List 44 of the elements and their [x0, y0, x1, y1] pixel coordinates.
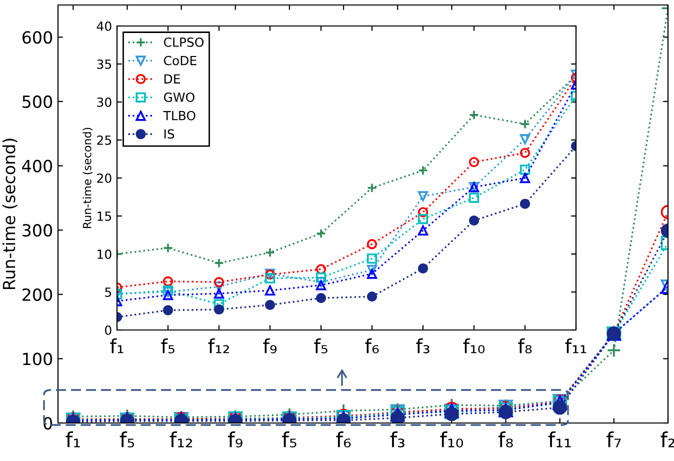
x-tick-label: f₁	[110, 338, 124, 354]
legend-label: CLPSO	[164, 37, 204, 47]
y-axis-title: Run-time (second)	[82, 128, 93, 228]
y-tick-label: 30	[97, 97, 112, 107]
x-tick-label: f₅	[161, 338, 174, 354]
y-tick-label: 20	[97, 173, 112, 183]
x-tick-label: f₁₁	[548, 431, 571, 448]
y-tick-label: 5	[105, 288, 112, 297]
y-tick-label: 25	[97, 135, 112, 145]
x-tick-label: f₃	[416, 338, 430, 354]
legend-label: IS	[164, 129, 174, 139]
x-tick-label: f₅	[314, 338, 328, 354]
legend-label: CoDE	[164, 56, 196, 66]
x-tick-label: f₁	[66, 431, 80, 448]
x-tick-label: f₃	[390, 431, 404, 448]
x-tick-label: f₁₂	[208, 338, 229, 354]
y-tick-label: 200	[22, 288, 52, 301]
y-tick-label: 35	[97, 59, 112, 69]
x-tick-label: f₈	[518, 338, 532, 354]
x-tick-label: f₅	[120, 431, 134, 448]
y-tick-label: 400	[22, 160, 52, 172]
y-tick-label: 500	[22, 95, 52, 108]
x-tick-label: f₁₂	[170, 431, 192, 448]
legend-label: DE	[164, 74, 180, 84]
y-tick-label: 300	[22, 224, 52, 237]
x-tick-label: f₅	[282, 431, 296, 448]
x-tick-label: f₆	[365, 338, 379, 354]
x-tick-label: f₁₀	[440, 431, 463, 448]
x-tick-label: f₁₁	[565, 338, 586, 354]
legend-label: GWO	[164, 92, 194, 102]
y-tick-label: 10	[98, 249, 112, 259]
x-tick-label: f₁₀	[463, 338, 485, 354]
y-tick-label: 600	[22, 31, 52, 44]
x-tick-label: f₉	[263, 338, 277, 354]
y-tick-label: 100	[23, 352, 52, 366]
y-tick-label: 40	[96, 21, 112, 31]
x-tick-label: f₆	[336, 431, 351, 448]
x-tick-label: f₉	[228, 431, 242, 448]
x-tick-label: f₈	[498, 431, 513, 448]
legend-label: TLBO	[163, 110, 196, 120]
x-tick-label: f₇	[606, 431, 621, 448]
y-axis-title: Run-time (second)	[2, 138, 18, 290]
y-tick-label: 0	[105, 325, 112, 335]
y-tick-label: 15	[98, 212, 112, 221]
